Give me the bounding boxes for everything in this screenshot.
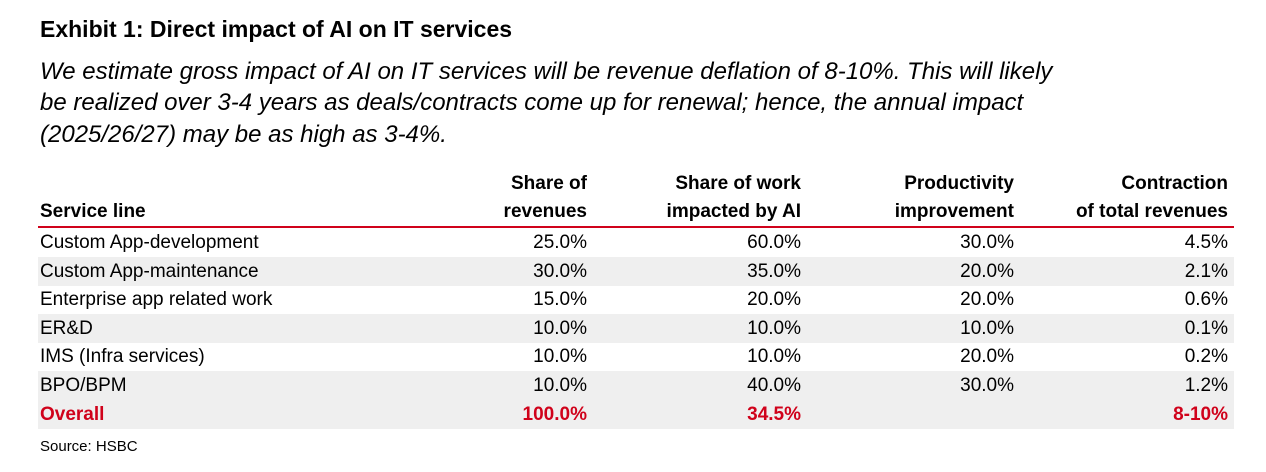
table-cell: 25.0% [533,232,587,253]
table-cell: ER&D [40,317,93,339]
table-cell: 10.0% [960,317,1014,339]
row-band [38,399,1234,429]
header-rule [38,226,1234,228]
table-cell: IMS (Infra services) [40,346,205,368]
table-cell: 30.0% [533,260,587,282]
row-band [38,313,1234,343]
column-header: impacted by AI [666,201,801,222]
table-cell: 0.1% [1184,317,1228,339]
table-cell: 2.1% [1184,260,1228,282]
table-cell: 20.0% [960,289,1014,311]
table-cell: 10.0% [533,375,587,396]
table-cell: 30.0% [960,375,1014,396]
total-cell: 34.5% [747,403,801,425]
table-cell: 60.0% [747,232,801,253]
column-header: Share of work [675,173,801,194]
table-cell: 4.5% [1184,232,1228,253]
column-header: Productivity [904,173,1014,194]
source: Source: HSBC [40,438,138,455]
column-header: Share of [510,173,587,194]
table-cell: 35.0% [747,260,801,282]
total-cell: 100.0% [522,403,587,425]
table-cell: 0.2% [1184,346,1228,368]
table-cell: 20.0% [960,260,1014,282]
title: Exhibit 1: Direct impact of AI on IT ser… [40,16,513,42]
subtitle-line: be realized over 3-4 years as deals/cont… [40,89,1024,116]
row-band [38,371,1234,400]
table-cell: 1.2% [1184,375,1228,396]
subtitle-line: We estimate gross impact of AI on IT ser… [40,58,1053,85]
table-cell: 10.0% [747,346,801,368]
table-cell: 10.0% [533,346,587,368]
column-header: improvement [894,201,1014,222]
table-cell: 30.0% [960,232,1014,253]
column-header: Contraction [1121,173,1228,194]
column-header: revenues [503,201,587,222]
subtitle-line: (2025/26/27) may be as high as 3-4%. [40,121,447,148]
table-cell: 20.0% [747,289,801,311]
table-cell: Enterprise app related work [40,289,273,311]
table-cell: 0.6% [1184,289,1228,311]
total-cell: 8-10% [1173,403,1228,425]
row-band [38,256,1234,286]
table-cell: 10.0% [747,317,801,339]
table-cell: 40.0% [747,375,801,396]
table-cell: 15.0% [533,289,587,311]
table-cell: BPO/BPM [40,375,127,396]
table-cell: Custom App-development [40,232,259,253]
total-cell: Overall [40,403,105,425]
column-header: Service line [40,201,146,222]
column-header: of total revenues [1075,201,1228,222]
table-cell: 20.0% [960,346,1014,368]
table-cell: 10.0% [533,317,587,339]
table-cell: Custom App-maintenance [40,260,259,282]
